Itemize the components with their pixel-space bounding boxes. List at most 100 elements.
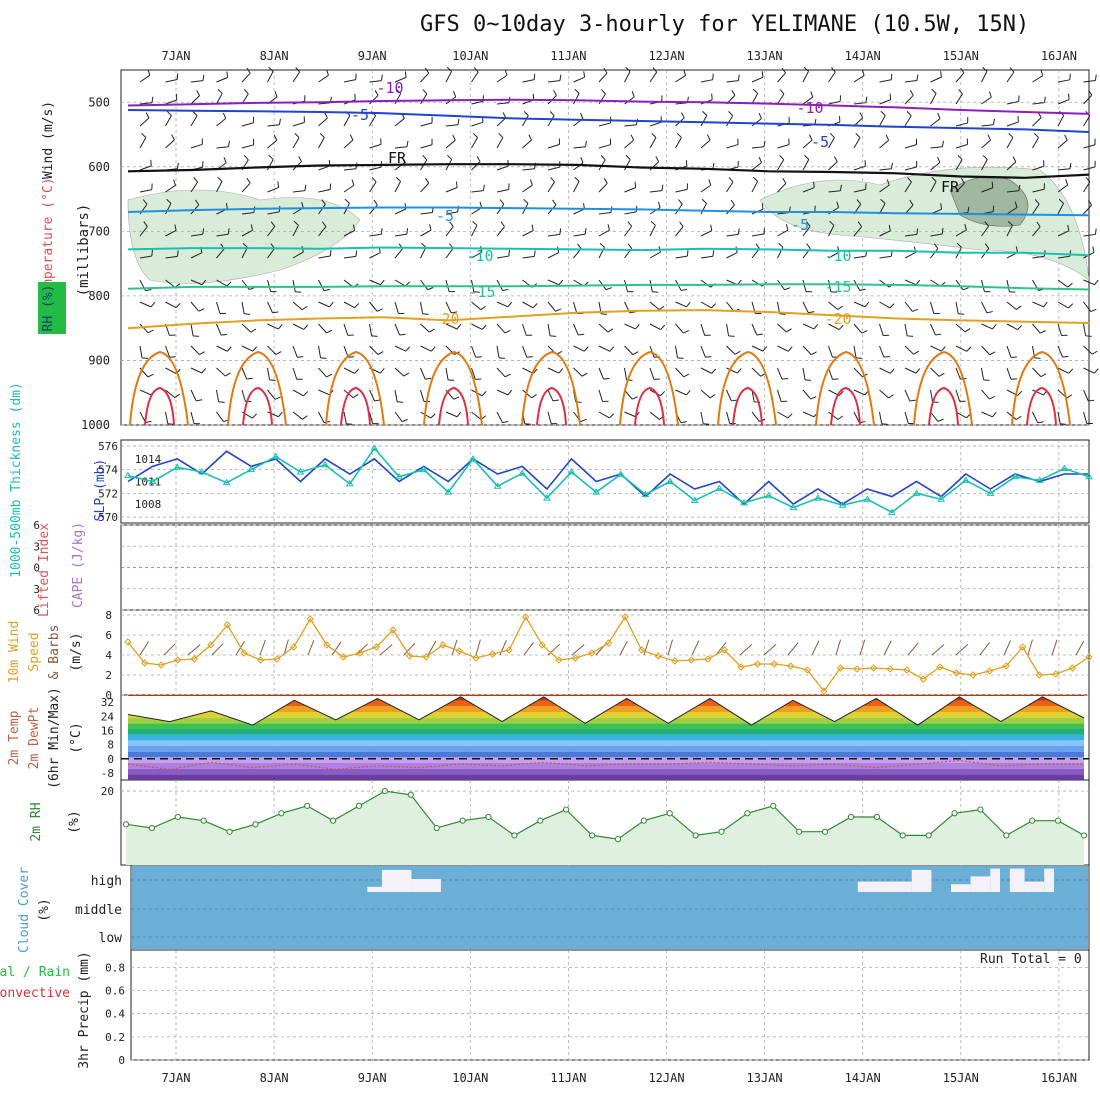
high-cloud-block [970, 876, 991, 892]
thickness-marker [296, 468, 305, 475]
wind-barb [241, 345, 254, 352]
wind-barb [828, 190, 841, 193]
wind-barb [343, 168, 356, 171]
wind-barb-flag [397, 401, 404, 403]
wind-barb [471, 345, 477, 358]
wind-barb [879, 323, 884, 336]
ylabel-temperature: Temperature (°C) [41, 177, 56, 302]
wind-barb [598, 182, 608, 193]
wind-speed-marker [405, 652, 414, 660]
wind-barb-flag [710, 224, 713, 231]
wind-barb-10m [1003, 640, 1011, 656]
wind-barb-flag [763, 140, 766, 147]
wind-barb [828, 279, 832, 292]
wind-barb-flag [880, 198, 886, 204]
wind-barb-flag [836, 201, 840, 208]
wind-barb-flag [380, 228, 383, 235]
wind-speed-marker [223, 621, 232, 629]
rh-marker [355, 802, 363, 809]
wind-barb-flag [193, 335, 200, 337]
wind-barb [216, 389, 220, 402]
ylabel-barbs: & Barbs [47, 625, 62, 680]
wind-barb [522, 184, 533, 193]
wind-barb [726, 80, 739, 83]
wind-barb [420, 247, 427, 259]
wind-barb [879, 279, 890, 288]
wind-speed-line [127, 615, 1090, 693]
wind-barb-flag [303, 391, 309, 397]
wind-barb-flag [422, 313, 429, 315]
wind-barb-flag [1017, 390, 1023, 396]
wind-barb-flag [274, 91, 278, 97]
wind-barb-flag [498, 357, 506, 359]
wind-barb-flag [1033, 132, 1039, 138]
wind-barb-10m [739, 644, 753, 656]
wind-barb-flag [401, 157, 406, 163]
wind-barb [1083, 323, 1087, 336]
wind-barb [802, 226, 811, 237]
wind-barb [930, 389, 934, 402]
wind-barb-flag [661, 184, 664, 191]
wind-barb-flag [278, 411, 283, 418]
isotherm-line [127, 309, 1090, 330]
high-cloud-block [411, 879, 441, 892]
wind-barb-flag [150, 301, 156, 308]
wind-barb [981, 71, 988, 83]
wind-barb [904, 411, 909, 424]
wind-barb-flag [1067, 224, 1070, 231]
wind-barb [726, 345, 736, 355]
wind-barb-flag [806, 243, 811, 249]
wind-barb [624, 411, 636, 418]
wind-barb [802, 279, 807, 292]
wind-barb [496, 203, 505, 215]
wind-barb-flag [251, 413, 258, 419]
wind-speed-marker [720, 646, 729, 654]
wind-barb-flag [1015, 246, 1019, 253]
wind-barb-10m [403, 642, 416, 656]
wind-barb [879, 79, 892, 83]
li-tick-label: 6 [33, 519, 40, 532]
wind-barb-flag [1093, 368, 1099, 374]
wind-barb [420, 301, 424, 314]
temp-color-band [128, 740, 1084, 746]
wind-barb [675, 301, 687, 308]
wind-barb [930, 146, 943, 149]
wind-barb-flag [550, 177, 555, 183]
wind-speed-marker [985, 667, 994, 675]
temp-tick-label: 16 [101, 724, 114, 737]
wind-barb-10m [931, 644, 945, 656]
wind-barb [165, 255, 178, 259]
rh-marker [770, 802, 777, 809]
wind-barb [879, 184, 890, 193]
wind-barb-flag [992, 323, 997, 330]
wind-barb-flag [268, 66, 274, 72]
wind-barb-flag [707, 134, 711, 141]
wind-barb [139, 389, 152, 396]
thickness-marker [395, 472, 403, 480]
wind-barb-flag [708, 179, 712, 186]
wind-barb [496, 226, 505, 237]
wind-barb [624, 226, 633, 237]
wind-barb [445, 367, 449, 380]
wind-barb [267, 345, 277, 355]
thickness-marker [469, 454, 477, 462]
wind-barb-flag [935, 333, 942, 336]
wind-speed-marker [654, 652, 662, 660]
wind-barb [981, 159, 988, 171]
wind-barb [598, 212, 611, 215]
rh-marker [1003, 832, 1010, 839]
ylabel-slp: SLP (mb) [93, 459, 108, 522]
wind-barb-flag [679, 221, 684, 227]
wind-barb-flag [989, 351, 996, 356]
wind-barb-flag [678, 199, 683, 205]
wind-barb [165, 203, 172, 215]
date-tick-top: 12JAN [648, 49, 684, 63]
thickness-marker [961, 476, 970, 483]
wind-barb-flag [1085, 177, 1091, 183]
wind-barb-flag [838, 324, 844, 330]
wind-barb-flag [448, 379, 455, 381]
isotherm-loop-25 [913, 350, 973, 426]
wind-barb [726, 389, 732, 402]
wind-barb [1032, 411, 1039, 424]
wind-barb-flag [1016, 415, 1022, 420]
